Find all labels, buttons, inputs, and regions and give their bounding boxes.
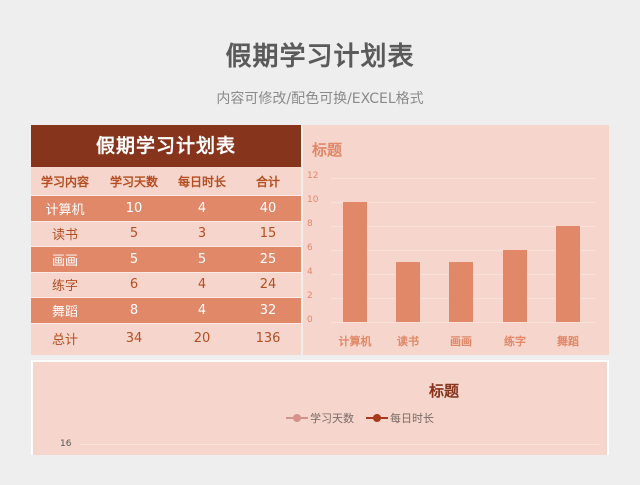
cell-days[interactable]: 10 [125,200,143,216]
study-plan-table: 假期学习计划表 学习内容 学习天数 每日时长 合计 计算机 10 4 40 读书… [31,125,301,355]
column-header-total: 合计 [255,174,280,189]
cell-hours[interactable]: 4 [197,302,207,318]
line-chart[interactable]: 标题 学习天数 每日时长 16 [31,360,609,455]
y-tick: 4 [307,267,313,277]
column-header-item: 学习内容 [40,174,89,189]
y-tick: 0 [307,315,313,325]
page-subtitle: 内容可修改/配色可换/EXCEL格式 [216,91,424,107]
cell-days[interactable]: 5 [129,226,139,242]
bar-chart-title: 标题 [312,141,343,159]
y-tick: 16 [60,439,72,449]
table-row[interactable]: 读书 5 3 15 [31,222,301,247]
y-tick: 6 [307,243,313,253]
chart-legend: 学习天数 每日时长 [286,410,446,426]
line-chart-title: 标题 [429,382,460,400]
cell-days[interactable]: 6 [129,277,139,293]
bar-dance[interactable] [556,226,580,322]
y-tick: 12 [307,171,319,181]
cell-total[interactable]: 24 [259,277,277,293]
cell-item[interactable]: 总计 [51,333,78,348]
line-marker-icon [366,413,388,423]
table-title: 假期学习计划表 [31,125,301,167]
cell-item[interactable]: 计算机 [45,202,85,218]
x-label: 练字 [504,335,526,348]
legend-label: 每日时长 [390,412,434,425]
bar-calligraphy[interactable] [503,250,527,322]
gridline [331,178,596,179]
legend-item-hours[interactable]: 每日时长 [366,410,434,426]
page-title: 假期学习计划表 [225,42,415,72]
cell-days[interactable]: 5 [129,251,139,267]
table-row[interactable]: 练字 6 4 24 [31,273,301,298]
cell-hours[interactable]: 20 [193,331,211,346]
gridline [331,250,596,251]
cell-item[interactable]: 画画 [51,253,78,269]
cell-hours[interactable]: 4 [197,200,207,216]
y-tick: 8 [307,219,313,229]
gridline [331,322,596,323]
cell-hours[interactable]: 4 [197,277,207,293]
column-header-days: 学习天数 [109,174,158,189]
cell-item[interactable]: 读书 [51,228,78,244]
y-tick: 2 [307,291,313,301]
x-label: 计算机 [338,335,372,348]
bar-drawing[interactable] [449,262,473,322]
bar-reading[interactable] [396,262,420,322]
cell-hours[interactable]: 3 [197,226,207,242]
table-row[interactable]: 计算机 10 4 40 [31,196,301,222]
bar-computer[interactable] [343,202,367,322]
legend-item-days[interactable]: 学习天数 [286,410,354,426]
cell-total[interactable]: 136 [255,331,281,346]
table-row[interactable]: 舞蹈 8 4 32 [31,298,301,324]
line-marker-icon [286,413,308,423]
column-header-hours: 每日时长 [177,174,226,189]
y-tick: 10 [307,195,319,205]
table-column-headers: 学习内容 学习天数 每日时长 合计 [31,167,301,196]
cell-days[interactable]: 34 [125,331,143,346]
cell-total[interactable]: 32 [259,302,277,318]
gridline [331,226,596,227]
x-label: 读书 [397,335,419,348]
table-total-row[interactable]: 总计 34 20 136 [31,324,301,354]
cell-total[interactable]: 15 [259,226,277,242]
gridline [331,202,596,203]
cell-total[interactable]: 40 [259,200,277,216]
cell-days[interactable]: 8 [129,302,139,318]
gridline [80,444,600,445]
cell-item[interactable]: 舞蹈 [51,304,78,320]
legend-label: 学习天数 [310,412,354,425]
cell-total[interactable]: 25 [259,251,277,267]
cell-hours[interactable]: 5 [197,251,207,267]
x-label: 舞蹈 [557,335,579,348]
bar-chart[interactable]: 标题 12 10 8 6 4 2 0 计算机 读书 画画 练字 舞蹈 [303,125,609,355]
cell-item[interactable]: 练字 [51,279,78,295]
x-label: 画画 [450,335,472,348]
table-row[interactable]: 画画 5 5 25 [31,247,301,273]
